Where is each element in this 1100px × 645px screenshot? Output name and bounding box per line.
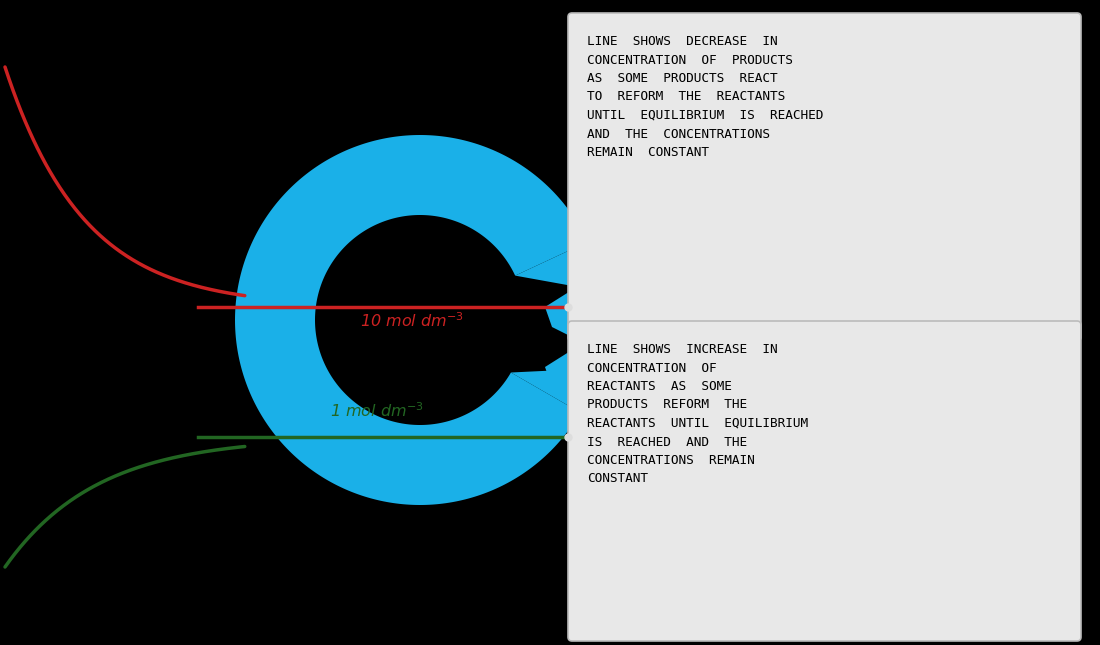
Text: 1 mol dm$^{-3}$: 1 mol dm$^{-3}$ — [330, 401, 424, 420]
FancyBboxPatch shape — [568, 321, 1081, 641]
Text: D: D — [402, 241, 409, 255]
Text: LINE  SHOWS  INCREASE  IN
CONCENTRATION  OF
REACTANTS  AS  SOME
PRODUCTS  REFORM: LINE SHOWS INCREASE IN CONCENTRATION OF … — [587, 343, 808, 486]
Polygon shape — [544, 290, 572, 337]
Polygon shape — [515, 242, 632, 297]
Text: 10 mol dm$^{-3}$: 10 mol dm$^{-3}$ — [360, 312, 464, 330]
Polygon shape — [235, 135, 587, 505]
Polygon shape — [544, 350, 572, 397]
Text: M: M — [428, 219, 436, 232]
Text: LINE  SHOWS  DECREASE  IN
CONCENTRATION  OF  PRODUCTS
AS  SOME  PRODUCTS  REACT
: LINE SHOWS DECREASE IN CONCENTRATION OF … — [587, 35, 824, 159]
Polygon shape — [510, 368, 615, 413]
FancyBboxPatch shape — [568, 13, 1081, 341]
